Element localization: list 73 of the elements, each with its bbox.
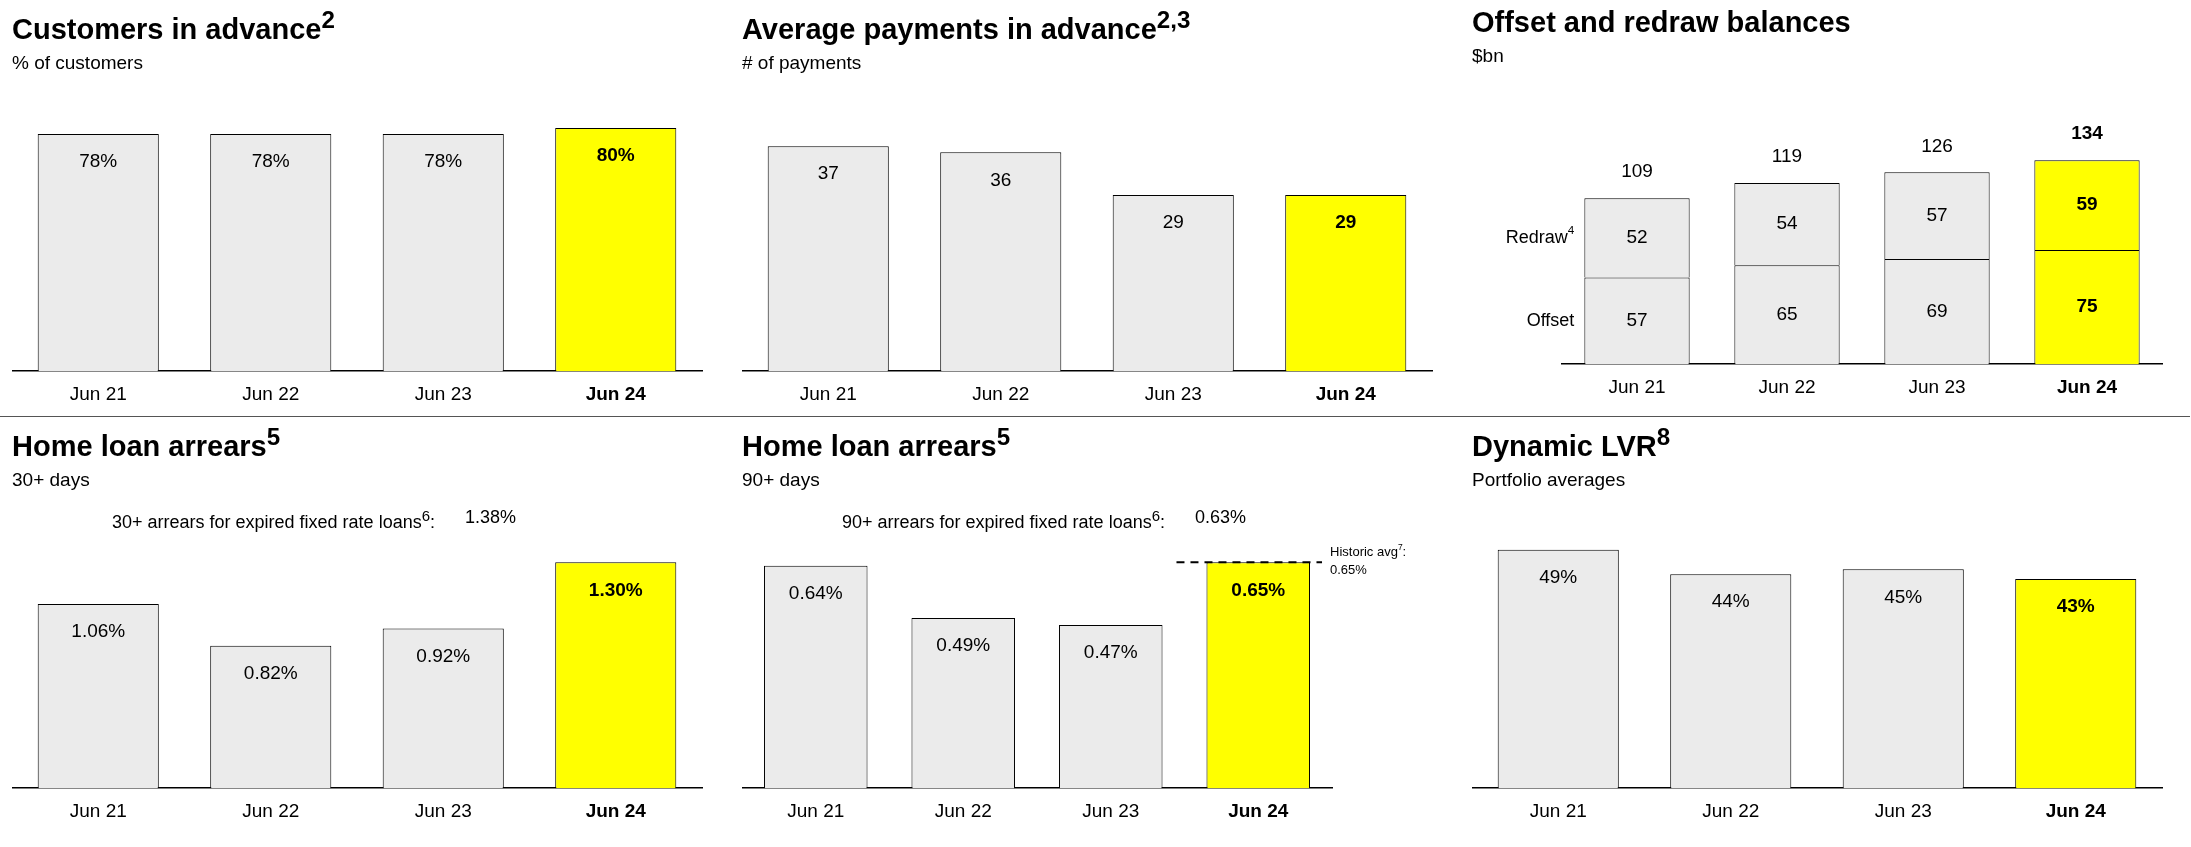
x-tick-label: Jun 24 (1228, 799, 1289, 821)
data-label: 44% (1711, 590, 1750, 612)
data-label: 43% (2056, 594, 2095, 616)
data-label: 75 (2076, 295, 2098, 317)
chart-subtitle: % of customers (12, 51, 144, 75)
x-tick-label: Jun 22 (934, 799, 992, 821)
data-label: 49% (1539, 565, 1578, 587)
chart-title: Home loan arrears$^{5}$ (12, 423, 282, 463)
x-tick-label: Jun 24 (585, 382, 647, 404)
x-tick-label: Jun 21 (1608, 375, 1666, 397)
data-label: 78% (424, 149, 463, 171)
x-tick-label: Jun 23 (1144, 382, 1202, 404)
x-tick-label: Jun 24 (585, 799, 647, 821)
x-tick-label: Jun 22 (242, 799, 300, 821)
chart-title: Home loan arrears$^{5}$ (742, 423, 1012, 463)
x-tick-label: Jun 21 (69, 799, 127, 821)
data-label: 29 (1335, 210, 1357, 232)
data-label: 65 (1776, 302, 1798, 324)
text: 30+ arrears for expired fixed rate loans$^{6}$: (112, 506, 436, 534)
x-tick-label: Jun 24 (2045, 799, 2107, 821)
data-label: 57 (1626, 309, 1648, 331)
data-label: 78% (79, 149, 118, 171)
chart-subtitle: $bn (1472, 45, 1505, 68)
text: 90+ arrears for expired fixed rate loans$^{6}$: (842, 506, 1166, 534)
x-tick-label: Jun 21 (799, 382, 857, 404)
total-label: 119 (1771, 145, 1803, 167)
data-label: 52 (1626, 226, 1648, 248)
data-label: 78% (251, 149, 290, 171)
data-label: 29 (1162, 210, 1184, 232)
x-tick-label: Jun 24 (1315, 382, 1377, 404)
text: 1.38% (465, 506, 517, 529)
x-tick-label: Jun 23 (1908, 375, 1966, 397)
chart-title: Average payments in advance$^{2,3}$ (742, 6, 1192, 46)
x-tick-label: Jun 22 (1758, 375, 1816, 397)
data-label: 36 (990, 168, 1012, 190)
data-label: 1.30% (588, 578, 643, 600)
data-label: 80% (596, 143, 635, 165)
data-label: 0.92% (416, 644, 471, 666)
chart-title: Customers in advance$^{2}$ (12, 6, 336, 46)
data-label: 45% (1884, 585, 1923, 607)
chart-subtitle: # of payments (742, 51, 863, 75)
x-tick-label: Jun 21 (787, 799, 845, 821)
x-tick-label: Jun 23 (1874, 799, 1932, 821)
x-tick-label: Jun 22 (242, 382, 300, 404)
data-label: 0.49% (936, 633, 991, 655)
chart-title: Dynamic LVR$^{8}$ (1472, 423, 1672, 463)
chart-subtitle: 90+ days (742, 468, 821, 492)
x-tick-label: Jun 21 (1529, 799, 1587, 821)
data-label: 54 (1776, 212, 1798, 234)
data-label: 57 (1926, 203, 1948, 225)
x-tick-label: Jun 23 (1082, 799, 1140, 821)
data-label: 69 (1926, 299, 1948, 321)
total-label: 109 (1621, 160, 1653, 182)
data-label: 1.06% (71, 619, 126, 641)
data-label: 0.82% (243, 661, 298, 683)
x-tick-label: Jun 23 (414, 799, 472, 821)
x-tick-label: Jun 23 (414, 382, 472, 404)
total-label: 126 (1921, 134, 1953, 156)
data-label: 59 (2076, 193, 2098, 215)
x-tick-label: Jun 24 (2056, 375, 2118, 397)
text: 0.63% (1195, 506, 1247, 529)
data-label: 0.64% (788, 581, 843, 603)
chart-subtitle: Portfolio averages (1472, 468, 1627, 492)
total-label: 134 (2071, 122, 2104, 144)
chart-title: Offset and redraw balances (1472, 6, 1852, 39)
series-label: Offset (1526, 309, 1575, 330)
data-label: 0.65% (1231, 578, 1286, 600)
x-tick-label: Jun 22 (972, 382, 1030, 404)
x-tick-label: Jun 21 (69, 382, 127, 404)
chart-subtitle: 30+ days (12, 468, 91, 492)
x-tick-label: Jun 22 (1702, 799, 1760, 821)
data-label: 0.47% (1083, 640, 1138, 662)
data-label: 37 (817, 162, 839, 184)
